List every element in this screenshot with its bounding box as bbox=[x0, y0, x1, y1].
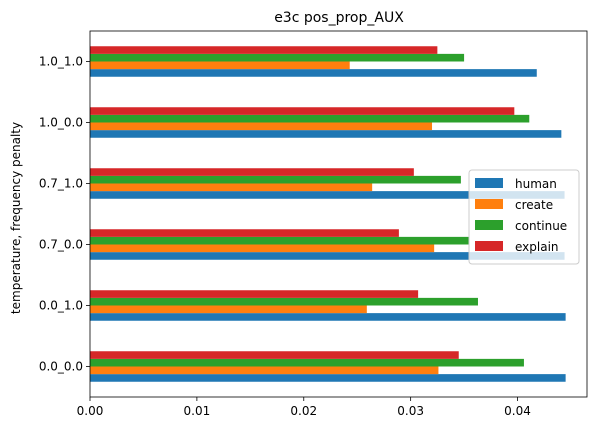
plot-frame bbox=[89, 30, 588, 398]
bar-explain-1.0_0.0 bbox=[90, 107, 515, 115]
legend-label-human: human bbox=[515, 177, 557, 191]
y-tick-label: 1.0_1.0 bbox=[39, 55, 83, 69]
bar-create-0.7_0.0 bbox=[90, 244, 435, 253]
x-tick-label: 0.04 bbox=[504, 404, 531, 418]
legend-label-continue: continue bbox=[515, 219, 567, 233]
chart-title: e3c pos_prop_AUX bbox=[274, 10, 404, 26]
legend-swatch-human bbox=[475, 178, 503, 188]
bar-human-1.0_0.0 bbox=[90, 130, 562, 138]
x-tick-label: 0.02 bbox=[290, 404, 317, 418]
legend-swatch-continue bbox=[475, 220, 503, 230]
bar-human-0.7_0.0 bbox=[90, 252, 565, 260]
y-axis-label: temperature, frequency penalty bbox=[9, 122, 23, 314]
y-tick-label: 0.0_0.0 bbox=[39, 360, 83, 374]
legend: human create continue explain bbox=[468, 169, 580, 265]
y-tick-label: 1.0_0.0 bbox=[39, 116, 83, 130]
bar-human-0.0_0.0 bbox=[90, 374, 566, 382]
bar-explain-0.0_1.0 bbox=[90, 290, 419, 298]
legend-swatch-explain bbox=[475, 241, 503, 251]
bar-continue-1.0_1.0 bbox=[90, 53, 465, 62]
legend-label-create: create bbox=[515, 198, 553, 212]
x-tick-label: 0.00 bbox=[77, 404, 104, 418]
x-tick-label: 0.03 bbox=[397, 404, 424, 418]
bar-continue-0.0_0.0 bbox=[90, 358, 524, 367]
bar-human-0.0_1.0 bbox=[90, 313, 566, 321]
bar-continue-0.7_1.0 bbox=[90, 175, 461, 184]
bar-continue-0.0_1.0 bbox=[90, 297, 478, 306]
legend-label-explain: explain bbox=[515, 240, 559, 254]
bar-create-0.0_0.0 bbox=[90, 366, 439, 375]
bar-continue-0.7_0.0 bbox=[90, 236, 470, 245]
legend-swatch-create bbox=[475, 199, 503, 209]
y-tick-label: 0.0_1.0 bbox=[39, 299, 83, 313]
bar-continue-1.0_0.0 bbox=[90, 114, 530, 123]
y-tick-label: 0.7_0.0 bbox=[39, 238, 83, 252]
bar-explain-0.7_1.0 bbox=[90, 168, 414, 176]
x-tick-label: 0.01 bbox=[184, 404, 211, 418]
axes-layer: 0.00 0.01 0.02 0.03 0.04 0.0_0.0 0.0_1.0 0.7_0.… bbox=[39, 30, 588, 418]
bar-create-0.0_1.0 bbox=[90, 305, 367, 314]
bar-explain-0.7_0.0 bbox=[90, 229, 399, 237]
bar-explain-0.0_0.0 bbox=[90, 351, 459, 359]
bar-create-1.0_1.0 bbox=[90, 61, 350, 70]
bar-explain-1.0_1.0 bbox=[90, 46, 438, 54]
bar-create-0.7_1.0 bbox=[90, 183, 373, 192]
bar-create-1.0_0.0 bbox=[90, 122, 433, 131]
bar-human-1.0_1.0 bbox=[90, 69, 537, 77]
legend-box bbox=[468, 169, 580, 265]
bars-layer bbox=[90, 46, 566, 382]
bar-human-0.7_1.0 bbox=[90, 191, 565, 199]
y-tick-label: 0.7_1.0 bbox=[39, 177, 83, 191]
